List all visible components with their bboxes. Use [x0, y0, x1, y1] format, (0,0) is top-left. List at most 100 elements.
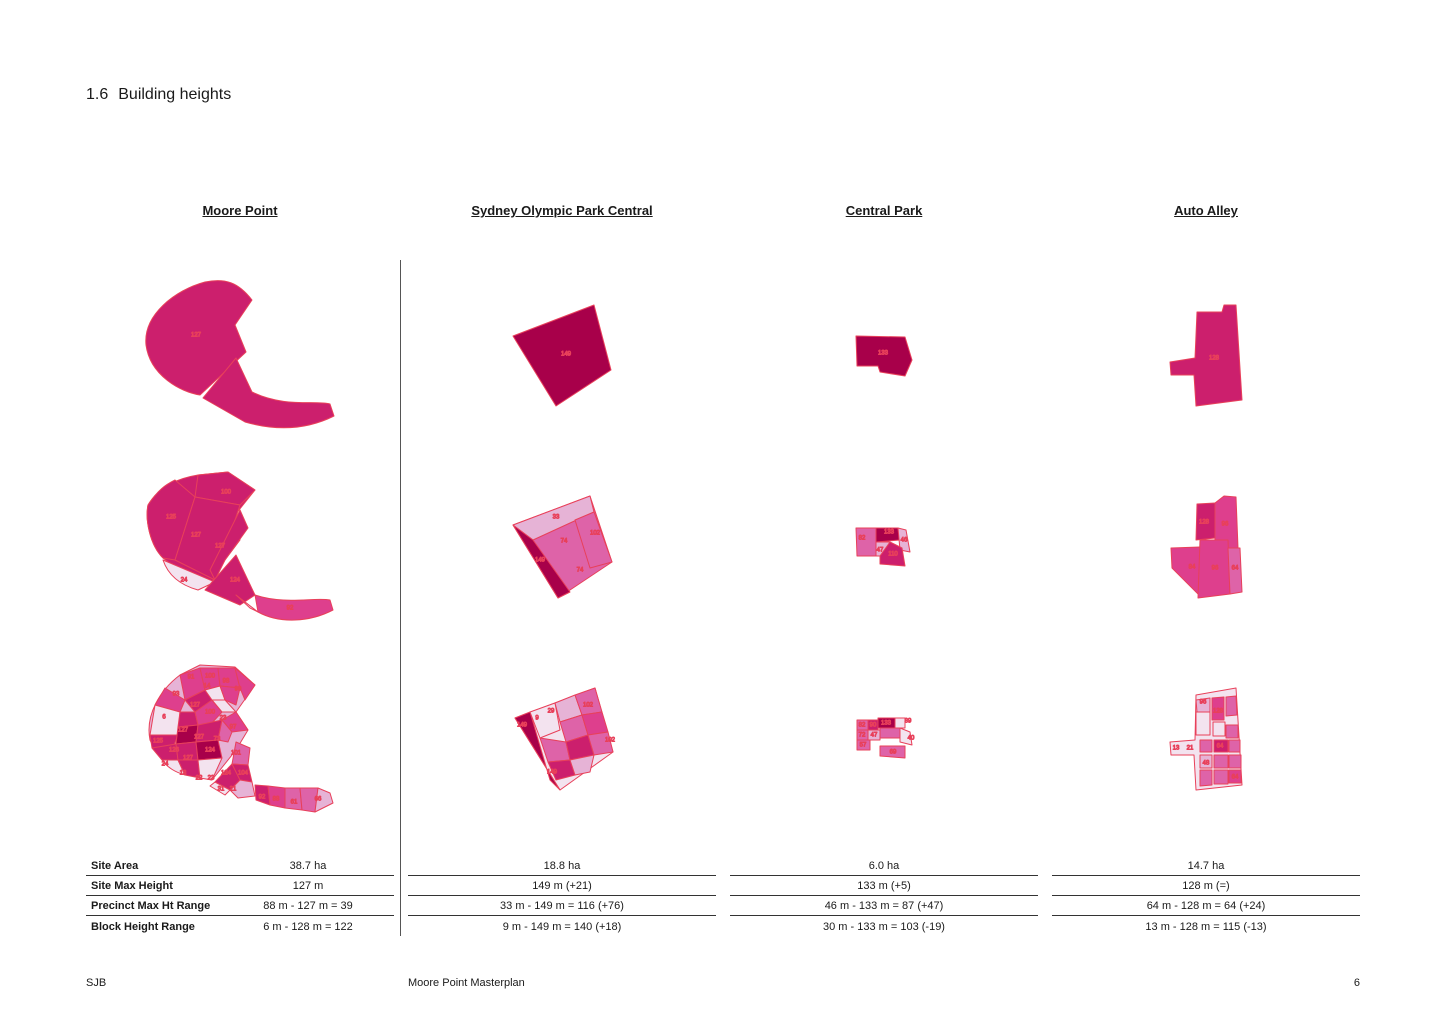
- map-auto-alley-precinct: 128 96 84 96 64: [1170, 495, 1243, 599]
- map-label: 23: [220, 716, 227, 722]
- table-rule: [1052, 875, 1360, 876]
- map-label: 93: [173, 692, 180, 698]
- table-rule: [730, 875, 1038, 876]
- map-label: 64: [1217, 744, 1224, 750]
- stat-value: 6.0 ha: [868, 860, 900, 872]
- column-heading-moore-point: Moore Point: [202, 203, 278, 218]
- stat-value: 9 m - 149 m = 140 (+18): [502, 921, 622, 933]
- map-label: 133: [884, 530, 895, 536]
- map-label: 73: [214, 737, 221, 743]
- map-label: 90: [870, 723, 877, 729]
- map-label: 47: [871, 733, 878, 739]
- map-label: 21: [1187, 746, 1194, 752]
- map-label: 128: [1213, 709, 1224, 715]
- column-heading-central-park: Central Park: [845, 203, 923, 218]
- map-sop-blocks: 9 29 102 149 102 149: [514, 687, 616, 791]
- table-rule: [408, 875, 716, 876]
- map-label: 46: [901, 538, 908, 544]
- map-label: 101: [231, 751, 242, 757]
- map-label: 149: [517, 723, 528, 729]
- stat-value: 46 m - 133 m = 87 (+47): [824, 900, 944, 912]
- stat-label-site-max-height: Site Max Height: [91, 880, 173, 892]
- map-label: 64: [1232, 775, 1239, 781]
- map-moore-point-precinct: 100 125 127 127 124 24 92: [146, 471, 334, 621]
- map-label: 9: [535, 716, 539, 722]
- map-auto-alley-site: 128: [1169, 304, 1243, 407]
- map-label: 96: [1200, 700, 1207, 706]
- table-rule: [408, 915, 716, 916]
- map-label: 64: [1232, 566, 1239, 572]
- map-label: 23: [208, 776, 215, 782]
- map-central-park-blocks: 82 90 133 39 72 47 40 57 69: [856, 717, 915, 759]
- map-label: 102: [605, 738, 616, 744]
- map-label: 124: [230, 578, 241, 584]
- map-auto-alley-blocks: 96 128 64 48 13 21 64: [1169, 687, 1243, 791]
- map-label: 127: [191, 533, 202, 539]
- map-central-park-site: 133: [855, 335, 913, 377]
- stat-label-precinct-max-ht-range: Precinct Max Ht Range: [91, 900, 211, 912]
- stat-value: 128 m (=): [1182, 880, 1230, 892]
- table-rule: [86, 915, 394, 916]
- map-label: 82: [859, 536, 866, 542]
- map-label: 96: [1212, 566, 1219, 572]
- map-sop-site: 149: [512, 304, 612, 407]
- map-label: 72: [859, 733, 866, 739]
- map-label: 47: [877, 548, 884, 554]
- section-number: 1.6: [86, 86, 109, 103]
- table-rule: [86, 875, 394, 876]
- map-label: 127: [178, 728, 189, 734]
- map-label: 74: [561, 539, 568, 545]
- stat-value: 14.7 ha: [1187, 860, 1225, 872]
- stat-value: 64 m - 128 m = 64 (+24): [1146, 900, 1266, 912]
- map-label: 96: [1222, 522, 1229, 528]
- height-maps: 127 100 125 127 127 124 24 92: [145, 280, 1243, 813]
- map-label: 124: [205, 748, 216, 754]
- map-label: 40: [908, 736, 915, 742]
- map-label: 69: [890, 750, 897, 756]
- table-rule: [1052, 895, 1360, 896]
- map-label: 102: [590, 531, 601, 537]
- map-label: 13: [1173, 746, 1180, 752]
- stat-value: 30 m - 133 m = 103 (-19): [823, 921, 945, 933]
- footer-center: Moore Point Masterplan: [408, 977, 525, 989]
- map-label: 84: [1189, 565, 1196, 571]
- table-rule: [408, 895, 716, 896]
- map-label: 125: [153, 739, 164, 745]
- map-label: 127: [190, 703, 201, 709]
- table-rule: [86, 895, 394, 896]
- map-label: 149: [561, 352, 572, 358]
- map-label: 98: [223, 679, 230, 685]
- map-label: 127: [183, 756, 194, 762]
- map-label: 127: [215, 544, 226, 550]
- map-label: 133: [878, 351, 889, 357]
- map-moore-point-site: 127: [145, 280, 335, 429]
- map-label: 91: [188, 675, 195, 681]
- stat-label-block-height-range: Block Height Range: [91, 921, 195, 933]
- stat-value: 6 m - 128 m = 122: [263, 921, 353, 933]
- map-sop-precinct: 33 74 102 149 74: [512, 495, 613, 599]
- map-label: 88: [273, 797, 280, 803]
- stat-value: 88 m - 127 m = 39: [263, 900, 353, 912]
- map-label: 57: [860, 743, 867, 749]
- map-label: 24: [162, 762, 169, 768]
- column-heading-sop-central: Sydney Olympic Park Central: [471, 203, 653, 218]
- map-label: 128: [1209, 356, 1220, 362]
- map-label: 74: [577, 568, 584, 574]
- stat-value: 18.8 ha: [543, 860, 581, 872]
- map-label: 14: [204, 684, 211, 690]
- section-title: 1.6 Building heights: [86, 86, 231, 104]
- map-label: 99: [235, 687, 242, 693]
- map-label: 29: [548, 709, 555, 715]
- map-label: 92: [259, 795, 266, 801]
- map-central-park-precinct: 82 133 46 47 110: [855, 527, 911, 567]
- map-label: 133: [881, 721, 892, 727]
- column-divider: [400, 260, 401, 936]
- stat-label-site-area: Site Area: [91, 860, 139, 872]
- stat-value: 13 m - 128 m = 115 (-13): [1145, 921, 1267, 933]
- map-label: 124: [221, 771, 232, 777]
- map-label: 102: [583, 703, 594, 709]
- map-label: 125: [166, 515, 177, 521]
- map-label: 33: [553, 515, 560, 521]
- stat-value: 38.7 ha: [289, 860, 327, 872]
- footer-left: SJB: [86, 977, 107, 989]
